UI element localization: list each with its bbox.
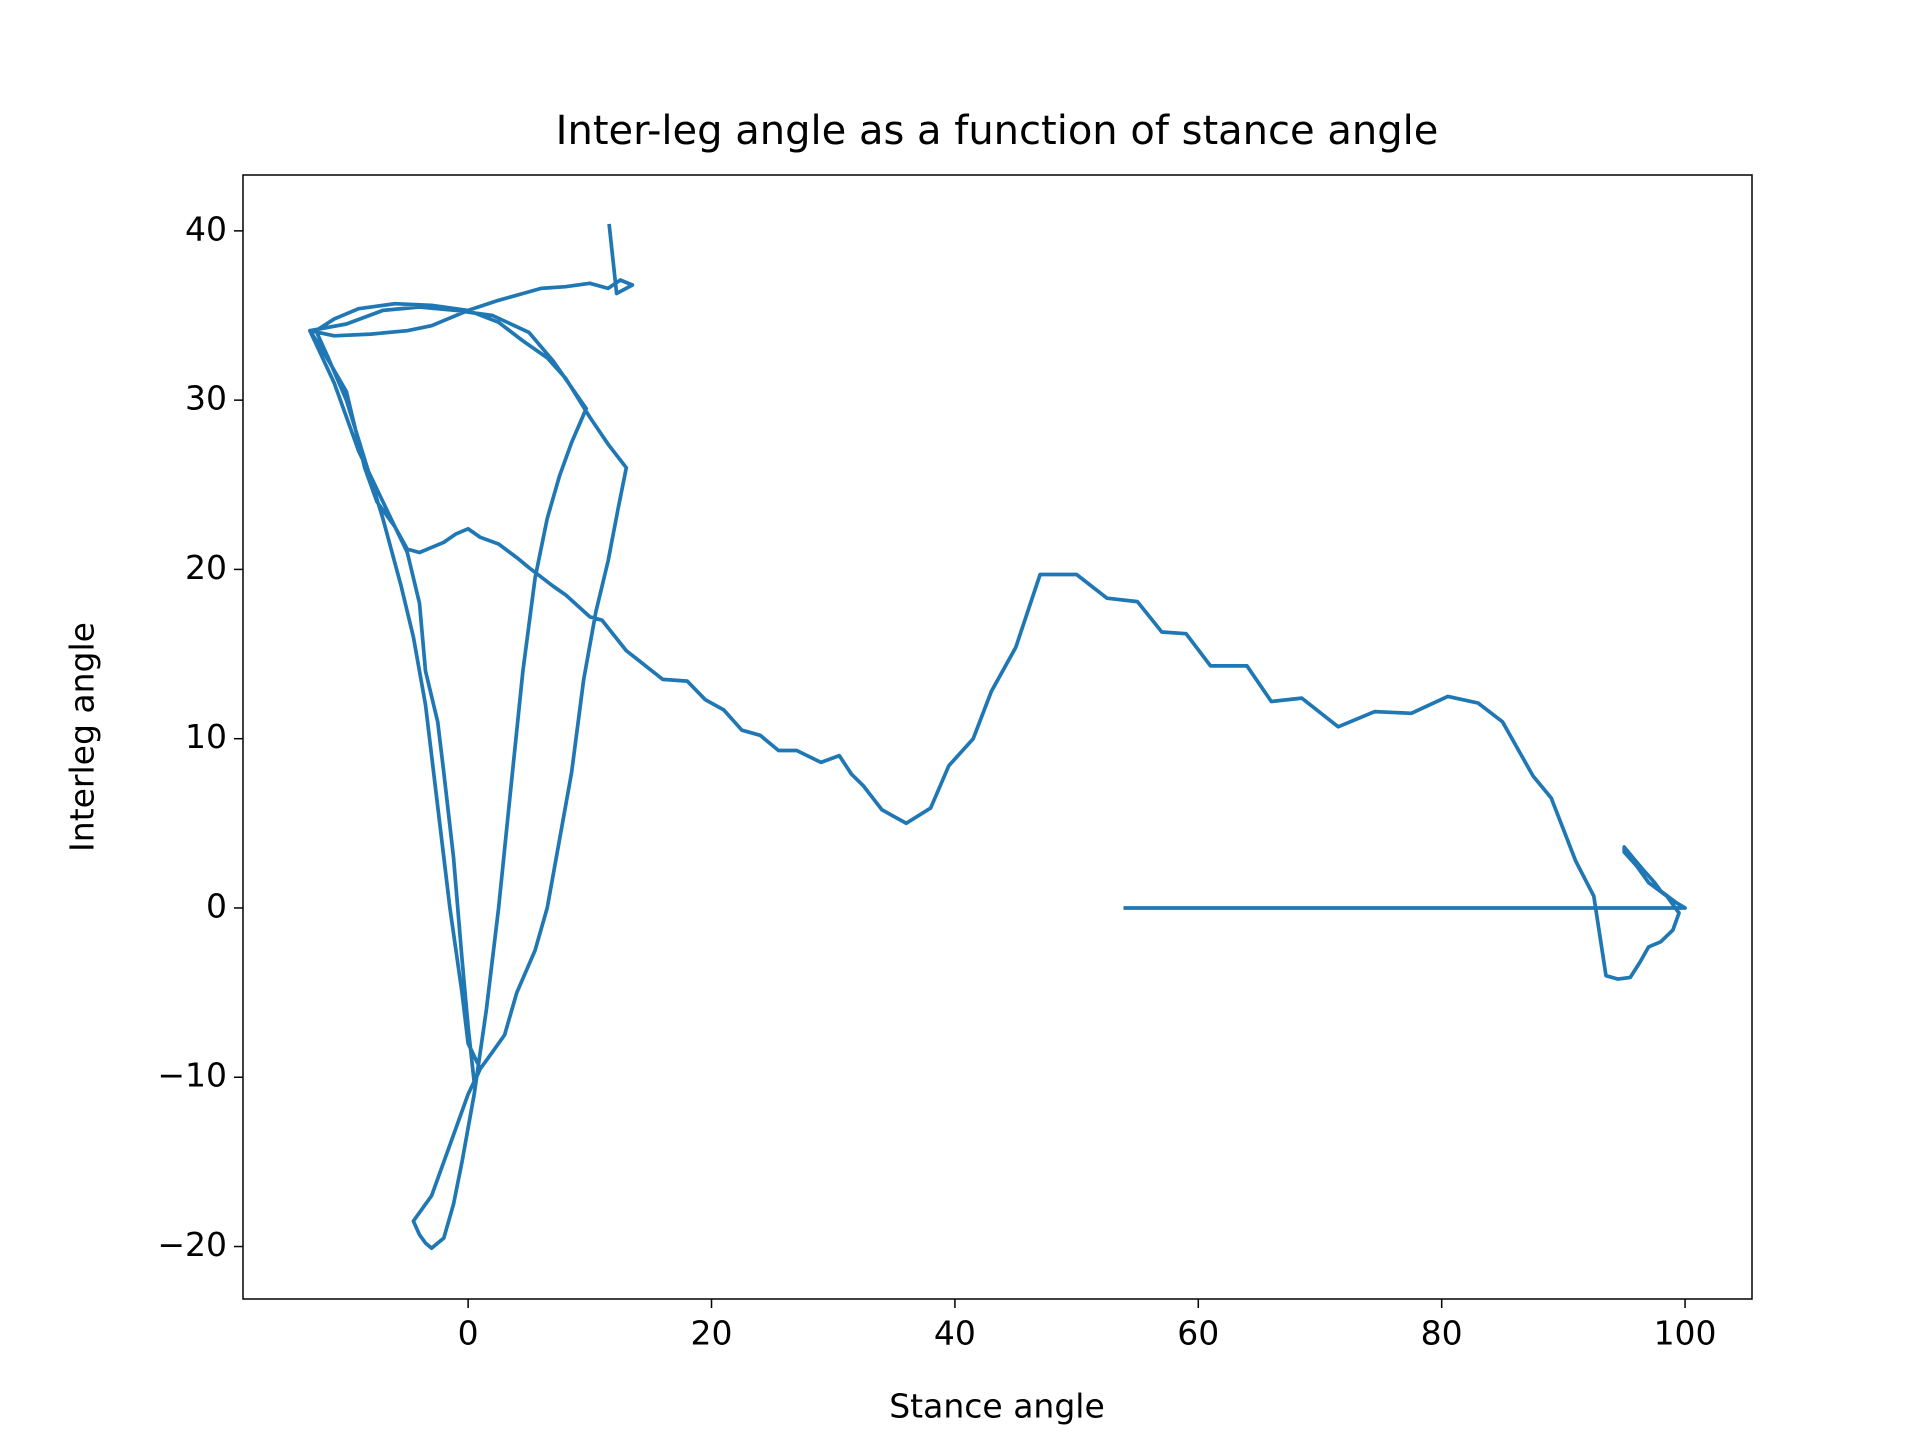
chart-title: Inter-leg angle as a function of stance …	[556, 108, 1439, 154]
x-tick-label: 60	[1177, 1314, 1219, 1353]
x-tick-label: 80	[1421, 1314, 1463, 1353]
data-line	[308, 223, 1687, 1251]
y-tick-label: −10	[157, 1056, 227, 1095]
x-axis-label: Stance angle	[889, 1387, 1105, 1426]
y-tick-label: 10	[185, 717, 227, 756]
y-tick-label: −20	[157, 1225, 227, 1264]
y-tick-label: 40	[185, 209, 227, 248]
x-tick-label: 20	[691, 1314, 733, 1353]
x-tick-label: 0	[458, 1314, 479, 1353]
plot-frame	[242, 174, 1753, 1300]
y-tick-label: 20	[185, 548, 227, 587]
x-tick-label: 40	[934, 1314, 976, 1353]
x-tick-label: 100	[1654, 1314, 1717, 1353]
y-tick-label: 30	[185, 379, 227, 418]
y-tick-label: 0	[206, 886, 227, 925]
y-axis-label: Interleg angle	[63, 622, 102, 852]
